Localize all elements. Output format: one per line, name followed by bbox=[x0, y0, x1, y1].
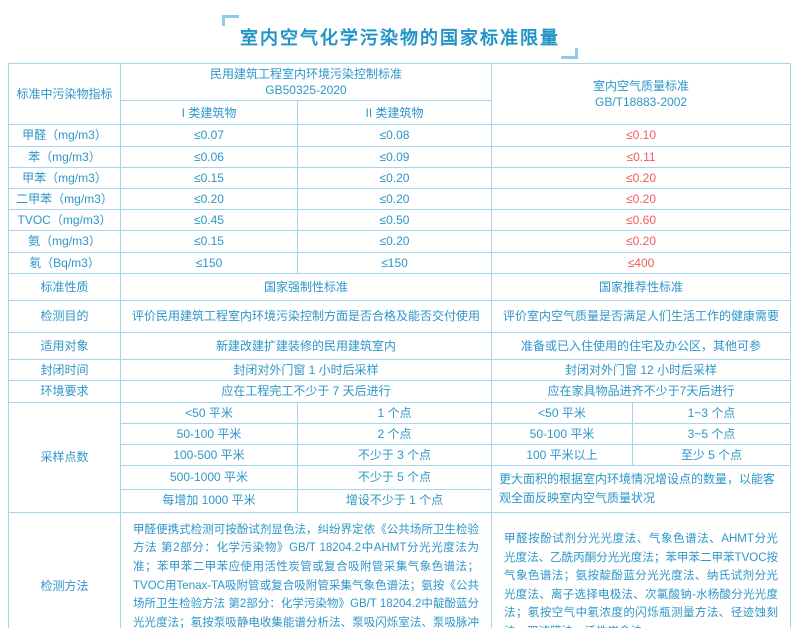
sampling-left-points: 1 个点 bbox=[296, 401, 493, 425]
sampling-left-points: 不少于 3 个点 bbox=[296, 444, 493, 467]
method-row: 检测方法 甲醛便携式检测可按酚试剂显色法，纠纷界定依《公共场所卫生检验方法 第2… bbox=[8, 511, 792, 628]
pollutant-class1-limit: ≤0.20 bbox=[120, 187, 298, 211]
pollutant-class1-limit: ≤0.45 bbox=[120, 209, 298, 232]
pollutant-class2-limit: ≤0.20 bbox=[296, 187, 493, 211]
header-std2-title: 室内空气质量标准 bbox=[593, 79, 690, 93]
standards-table: 标准中污染物指标 民用建筑工程室内环境污染控制标准 GB50325-2020 室… bbox=[8, 62, 792, 628]
info-left-value: 国家强制性标准 bbox=[119, 272, 493, 301]
info-left-value: 新建改建扩建装修的民用建筑室内 bbox=[119, 331, 493, 360]
pollutant-class2-limit: ≤150 bbox=[296, 251, 493, 274]
sampling-row-2: 50-100 平米 2 个点 50-100 平米 3~5 个点 bbox=[9, 423, 792, 446]
pollutant-gbt-limit: ≤0.20 bbox=[491, 166, 792, 189]
sampling-row-4: 500-1000 平米 不少于 5 个点 更大面积的根据室内环境情况增设点的数量… bbox=[9, 465, 792, 513]
info-row-closure-time: 封闭时间 封闭对外门窗 1 小时后采样 封闭对外门窗 12 小时后采样 bbox=[8, 358, 792, 381]
pollutant-row-benzene: 苯（mg/m3） ≤0.06 ≤0.09 ≤0.11 bbox=[8, 145, 792, 168]
header-std1-code: GB50325-2020 bbox=[265, 83, 347, 98]
pollutant-class1-limit: ≤0.15 bbox=[120, 230, 298, 253]
sampling-right-points: 至少 5 个点 bbox=[632, 444, 792, 467]
sampling-left-area: 500-1000 平米 bbox=[120, 465, 298, 490]
page-title: 室内空气化学污染物的国家标准限量 bbox=[240, 28, 560, 48]
pollutant-gbt-limit: ≤0.10 bbox=[491, 124, 792, 147]
header-class2-cell: II 类建筑物 bbox=[296, 100, 493, 126]
method-left-text: 甲醛便携式检测可按酚试剂显色法，纠纷界定依《公共场所卫生检验方法 第2部分：化学… bbox=[119, 511, 493, 628]
title-corner-bottomright-decoration bbox=[561, 48, 578, 59]
info-right-value: 封闭对外门窗 12 小时后采样 bbox=[491, 358, 792, 381]
pollutant-row-toluene: 甲苯（mg/m3） ≤0.15 ≤0.20 ≤0.20 bbox=[8, 166, 792, 189]
pollutant-class1-limit: ≤150 bbox=[120, 251, 298, 274]
info-label: 封闭时间 bbox=[8, 358, 121, 381]
sampling-right-area: <50 平米 bbox=[491, 401, 634, 425]
header-class1-cell: I 类建筑物 bbox=[120, 100, 298, 126]
pollutant-name: 氡（Bq/m3） bbox=[8, 251, 121, 274]
info-row-standard-nature: 标准性质 国家强制性标准 国家推荐性标准 bbox=[8, 272, 792, 301]
pollutant-gbt-limit: ≤0.11 bbox=[491, 145, 792, 168]
sampling-left-points: 2 个点 bbox=[296, 423, 493, 446]
pollutant-class1-limit: ≤0.06 bbox=[120, 145, 298, 168]
info-row-environment-requirement: 环境要求 应在工程完工不少于 7 天后进行 应在家具物品进齐不少于7天后进行 bbox=[8, 379, 792, 403]
info-right-value: 准备或已入住使用的住宅及办公区，其他可参 bbox=[491, 331, 792, 360]
info-left-value: 封闭对外门窗 1 小时后采样 bbox=[119, 358, 493, 381]
sampling-label: 采样点数 bbox=[8, 401, 121, 513]
info-row-test-purpose: 检测目的 评价民用建筑工程室内环境污染控制方面是否合格及能否交付使用 评价室内空… bbox=[8, 299, 792, 333]
header-std2-cell: 室内空气质量标准 GB/T18883-2002 bbox=[491, 62, 792, 126]
header-std1-title: 民用建筑工程室内环境污染控制标准 bbox=[210, 67, 403, 81]
info-label: 标准性质 bbox=[8, 272, 121, 301]
info-right-value: 国家推荐性标准 bbox=[491, 272, 792, 301]
info-left-value: 应在工程完工不少于 7 天后进行 bbox=[119, 379, 493, 403]
pollutant-name: 氨（mg/m3） bbox=[8, 230, 121, 253]
sampling-row-1: 采样点数 <50 平米 1 个点 <50 平米 1~3 个点 bbox=[8, 401, 792, 513]
sampling-left-points: 增设不少于 1 个点 bbox=[296, 488, 493, 513]
info-label: 环境要求 bbox=[8, 379, 121, 403]
sampling-left-area: 每增加 1000 平米 bbox=[120, 488, 298, 513]
pollutant-row-ammonia: 氨（mg/m3） ≤0.15 ≤0.20 ≤0.20 bbox=[8, 230, 792, 253]
info-left-value: 评价民用建筑工程室内环境污染控制方面是否合格及能否交付使用 bbox=[119, 299, 493, 333]
method-right-text: 甲醛按酚试剂分光光度法、气象色谱法、AHMT分光光度法、乙酰丙酮分光光度法；苯甲… bbox=[491, 511, 792, 628]
sampling-right-points: 1~3 个点 bbox=[632, 401, 792, 425]
pollutant-row-tvoc: TVOC（mg/m3） ≤0.45 ≤0.50 ≤0.60 bbox=[8, 209, 792, 232]
header-row-1: 标准中污染物指标 民用建筑工程室内环境污染控制标准 GB50325-2020 室… bbox=[8, 62, 792, 126]
header-indicator-cell: 标准中污染物指标 bbox=[8, 62, 121, 126]
pollutant-class2-limit: ≤0.20 bbox=[296, 230, 493, 253]
pollutant-name: TVOC（mg/m3） bbox=[8, 209, 121, 232]
header-row-2: I 类建筑物 II 类建筑物 bbox=[9, 100, 791, 126]
sampling-left-area: 100-500 平米 bbox=[120, 444, 298, 467]
pollutant-name: 苯（mg/m3） bbox=[8, 145, 121, 168]
pollutant-gbt-limit: ≤0.20 bbox=[491, 187, 792, 211]
sampling-right-note: 更大面积的根据室内环境情况增设点的数量，以能客观全面反映室内空气质量状况 bbox=[491, 465, 792, 513]
pollutant-name: 二甲苯（mg/m3） bbox=[8, 187, 121, 211]
sampling-row-5: 每增加 1000 平米 增设不少于 1 个点 bbox=[9, 488, 791, 513]
pollutant-class2-limit: ≤0.50 bbox=[296, 209, 493, 232]
pollutant-name: 甲苯（mg/m3） bbox=[8, 166, 121, 189]
pollutant-gbt-limit: ≤0.20 bbox=[491, 230, 792, 253]
sampling-left-area: 50-100 平米 bbox=[120, 423, 298, 446]
info-label: 适用对象 bbox=[8, 331, 121, 360]
info-right-value: 评价室内空气质量是否满足人们生活工作的健康需要 bbox=[491, 299, 792, 333]
pollutant-gbt-limit: ≤400 bbox=[491, 251, 792, 274]
pollutant-class1-limit: ≤0.15 bbox=[120, 166, 298, 189]
info-right-value: 应在家具物品进齐不少于7天后进行 bbox=[491, 379, 792, 403]
pollutant-class2-limit: ≤0.20 bbox=[296, 166, 493, 189]
sampling-left-points: 不少于 5 个点 bbox=[296, 465, 493, 490]
sampling-row-3: 100-500 平米 不少于 3 个点 100 平米以上 至少 5 个点 bbox=[9, 444, 792, 467]
info-label: 检测目的 bbox=[8, 299, 121, 333]
header-std1-cell: 民用建筑工程室内环境污染控制标准 GB50325-2020 bbox=[119, 62, 493, 102]
pollutant-row-radon: 氡（Bq/m3） ≤150 ≤150 ≤400 bbox=[8, 251, 792, 274]
page-title-wrap: 室内空气化学污染物的国家标准限量 bbox=[222, 15, 578, 59]
sampling-right-points: 3~5 个点 bbox=[632, 423, 792, 446]
title-corner-topleft-decoration bbox=[222, 15, 239, 26]
pollutant-row-xylene: 二甲苯（mg/m3） ≤0.20 ≤0.20 ≤0.20 bbox=[8, 187, 792, 211]
pollutant-class1-limit: ≤0.07 bbox=[120, 124, 298, 147]
pollutant-gbt-limit: ≤0.60 bbox=[491, 209, 792, 232]
pollutant-class2-limit: ≤0.09 bbox=[296, 145, 493, 168]
sampling-right-area: 100 平米以上 bbox=[491, 444, 634, 467]
pollutant-row-formaldehyde: 甲醛（mg/m3） ≤0.07 ≤0.08 ≤0.10 bbox=[8, 124, 792, 147]
pollutant-name: 甲醛（mg/m3） bbox=[8, 124, 121, 147]
sampling-right-area: 50-100 平米 bbox=[491, 423, 634, 446]
info-row-applicable-target: 适用对象 新建改建扩建装修的民用建筑室内 准备或已入住使用的住宅及办公区，其他可… bbox=[8, 331, 792, 360]
method-label: 检测方法 bbox=[8, 511, 121, 628]
pollutant-class2-limit: ≤0.08 bbox=[296, 124, 493, 147]
sampling-left-area: <50 平米 bbox=[120, 401, 298, 425]
header-std2-code: GB/T18883-2002 bbox=[594, 95, 688, 110]
